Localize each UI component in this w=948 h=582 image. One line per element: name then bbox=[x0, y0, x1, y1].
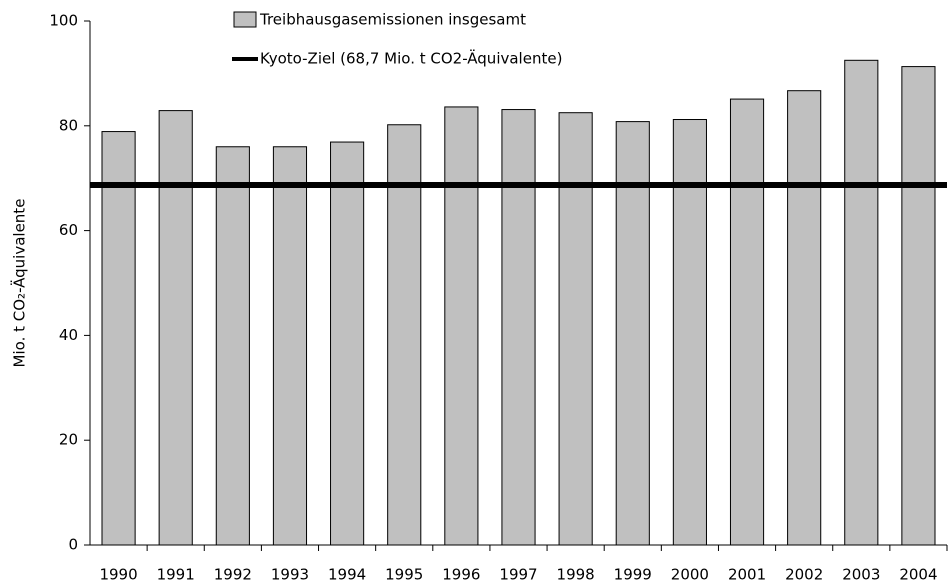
bar bbox=[501, 109, 536, 546]
x-tick-label: 1994 bbox=[328, 566, 366, 582]
legend-swatch bbox=[233, 11, 257, 28]
y-tick-label: 20 bbox=[59, 431, 78, 449]
bar bbox=[101, 131, 136, 546]
bar bbox=[787, 90, 822, 546]
x-tick-label: 1991 bbox=[157, 566, 195, 582]
x-tick-label: 1998 bbox=[557, 566, 595, 582]
x-tick-label: 1999 bbox=[614, 566, 652, 582]
x-tick-label: 2004 bbox=[899, 566, 937, 582]
legend-label: Treibhausgasemissionen insgesamt bbox=[259, 11, 526, 29]
x-tick-label: 2000 bbox=[671, 566, 709, 582]
x-tick-label: 1993 bbox=[271, 566, 309, 582]
bar bbox=[272, 146, 308, 546]
bar bbox=[729, 98, 765, 546]
y-tick-label: 80 bbox=[59, 116, 78, 134]
x-tick-label: 1996 bbox=[442, 566, 480, 582]
x-tick-label: 1992 bbox=[214, 566, 252, 582]
x-tick-label: 2002 bbox=[785, 566, 823, 582]
bar bbox=[615, 121, 650, 546]
bar bbox=[444, 106, 479, 546]
x-tick-label: 2003 bbox=[842, 566, 880, 582]
bar bbox=[330, 141, 365, 546]
x-tick-label: 1997 bbox=[499, 566, 537, 582]
bar bbox=[844, 59, 879, 546]
bar bbox=[901, 66, 936, 546]
x-tick-label: 1995 bbox=[385, 566, 423, 582]
y-tick-label: 60 bbox=[59, 221, 78, 239]
bar bbox=[215, 146, 250, 546]
y-tick-label: 40 bbox=[59, 326, 78, 344]
legend-label: Kyoto-Ziel (68,7 Mio. t CO2-Äquivalente) bbox=[260, 49, 562, 68]
bar bbox=[558, 112, 593, 546]
y-tick-label: 0 bbox=[68, 536, 78, 554]
x-tick-label: 1990 bbox=[99, 566, 137, 582]
x-tick-label: 2001 bbox=[728, 566, 766, 582]
y-tick-label: 100 bbox=[49, 12, 78, 30]
bar bbox=[672, 119, 707, 546]
bar bbox=[158, 110, 193, 546]
y-axis-label: Mio. t CO₂-Äquivalente bbox=[10, 199, 29, 368]
